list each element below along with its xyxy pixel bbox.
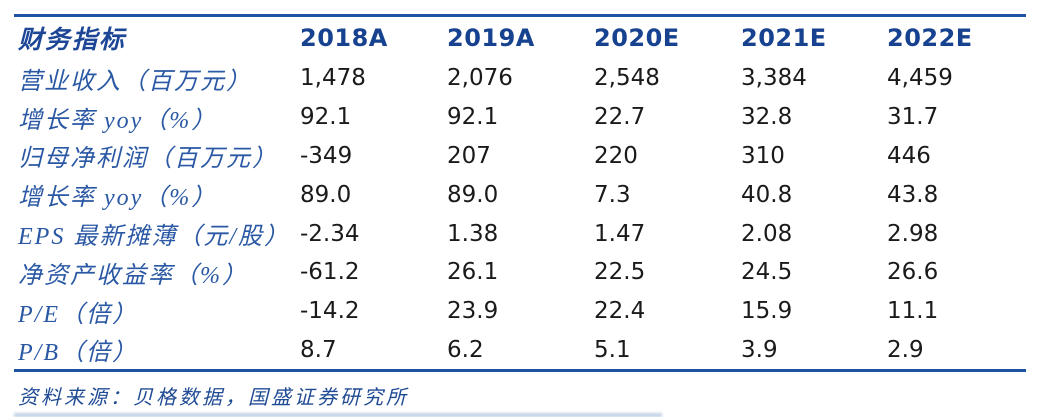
column-header-2022e: 2022E bbox=[887, 24, 973, 52]
table-bottom-rule bbox=[14, 369, 1026, 373]
row-value: 8.7 bbox=[300, 336, 337, 363]
row-value: 2.08 bbox=[741, 220, 793, 247]
table-row-revenue: 营业收入（百万元） 1,478 2,076 2,548 3,384 4,459 bbox=[14, 59, 1026, 98]
column-header-2020e: 2020E bbox=[594, 24, 680, 52]
row-value: 2.9 bbox=[887, 336, 924, 363]
table-row-revenue-growth: 增长率 yoy（%） 92.1 92.1 22.7 32.8 31.7 bbox=[14, 98, 1026, 137]
row-value: 220 bbox=[594, 142, 638, 169]
row-value: -349 bbox=[300, 142, 353, 169]
row-value: 2,076 bbox=[447, 65, 513, 92]
column-header-2018a: 2018A bbox=[300, 24, 388, 52]
row-value: 26.6 bbox=[887, 259, 939, 286]
row-label: P/E（倍） bbox=[18, 301, 138, 328]
row-label: 增长率 yoy（%） bbox=[18, 185, 218, 212]
table-top-rule bbox=[14, 14, 1026, 17]
row-label: 净资产收益率（%） bbox=[18, 262, 248, 289]
cropped-content-artifact bbox=[14, 413, 662, 417]
table-row-profit-growth: 增长率 yoy（%） 89.0 89.0 7.3 40.8 43.8 bbox=[14, 175, 1026, 214]
row-value: 40.8 bbox=[741, 181, 793, 208]
row-value: 32.8 bbox=[741, 104, 793, 131]
row-value: 1,478 bbox=[300, 65, 366, 92]
row-value: 22.4 bbox=[594, 298, 646, 325]
row-value: 6.2 bbox=[447, 336, 484, 363]
table-row-roe: 净资产收益率（%） -61.2 26.1 22.5 24.5 26.6 bbox=[14, 253, 1026, 292]
row-value: -14.2 bbox=[300, 298, 360, 325]
row-value: -61.2 bbox=[300, 259, 360, 286]
row-value: 3,384 bbox=[741, 65, 807, 92]
table-row-pb: P/B（倍） 8.7 6.2 5.1 3.9 2.9 bbox=[14, 331, 1026, 370]
source-note: 资料来源：贝格数据，国盛证券研究所 bbox=[18, 387, 409, 409]
row-value: 92.1 bbox=[300, 104, 352, 131]
table-row-eps: EPS 最新摊薄（元/股） -2.34 1.38 1.47 2.08 2.98 bbox=[14, 214, 1026, 253]
row-label: P/B（倍） bbox=[18, 340, 138, 367]
row-value: 24.5 bbox=[741, 259, 793, 286]
row-value: 92.1 bbox=[447, 104, 499, 131]
row-value: 2,548 bbox=[594, 65, 660, 92]
table-row-pe: P/E（倍） -14.2 23.9 22.4 15.9 11.1 bbox=[14, 292, 1026, 331]
row-value: 22.5 bbox=[594, 259, 646, 286]
row-value: 31.7 bbox=[887, 104, 939, 131]
row-value: 43.8 bbox=[887, 181, 939, 208]
column-header-2021e: 2021E bbox=[741, 24, 827, 52]
financial-metrics-table: 财务指标 2018A 2019A 2020E 2021E 2022E 营业收入（… bbox=[14, 14, 1026, 373]
row-value: 4,459 bbox=[887, 65, 953, 92]
row-value: 11.1 bbox=[887, 298, 939, 325]
table-header-label: 财务指标 bbox=[18, 27, 127, 54]
row-value: 1.47 bbox=[594, 220, 646, 247]
table-row-net-profit: 归母净利润（百万元） -349 207 220 310 446 bbox=[14, 137, 1026, 176]
row-label: 增长率 yoy（%） bbox=[18, 107, 218, 134]
row-label: 归母净利润（百万元） bbox=[18, 146, 278, 173]
row-value: 15.9 bbox=[741, 298, 793, 325]
row-label: 营业收入（百万元） bbox=[18, 68, 252, 95]
row-value: 7.3 bbox=[594, 181, 631, 208]
row-value: 2.98 bbox=[887, 220, 939, 247]
row-value: 26.1 bbox=[447, 259, 499, 286]
row-value: 1.38 bbox=[447, 220, 499, 247]
row-value: 22.7 bbox=[594, 104, 646, 131]
row-value: 5.1 bbox=[594, 336, 631, 363]
row-value: 89.0 bbox=[447, 181, 499, 208]
row-value: 207 bbox=[447, 142, 491, 169]
row-label: EPS 最新摊薄（元/股） bbox=[18, 224, 290, 251]
row-value: -2.34 bbox=[300, 220, 360, 247]
row-value: 310 bbox=[741, 142, 785, 169]
column-header-2019a: 2019A bbox=[447, 24, 535, 52]
row-value: 3.9 bbox=[741, 336, 778, 363]
row-value: 89.0 bbox=[300, 181, 352, 208]
table-header-row: 财务指标 2018A 2019A 2020E 2021E 2022E bbox=[14, 17, 1026, 59]
row-value: 446 bbox=[887, 142, 931, 169]
row-value: 23.9 bbox=[447, 298, 499, 325]
